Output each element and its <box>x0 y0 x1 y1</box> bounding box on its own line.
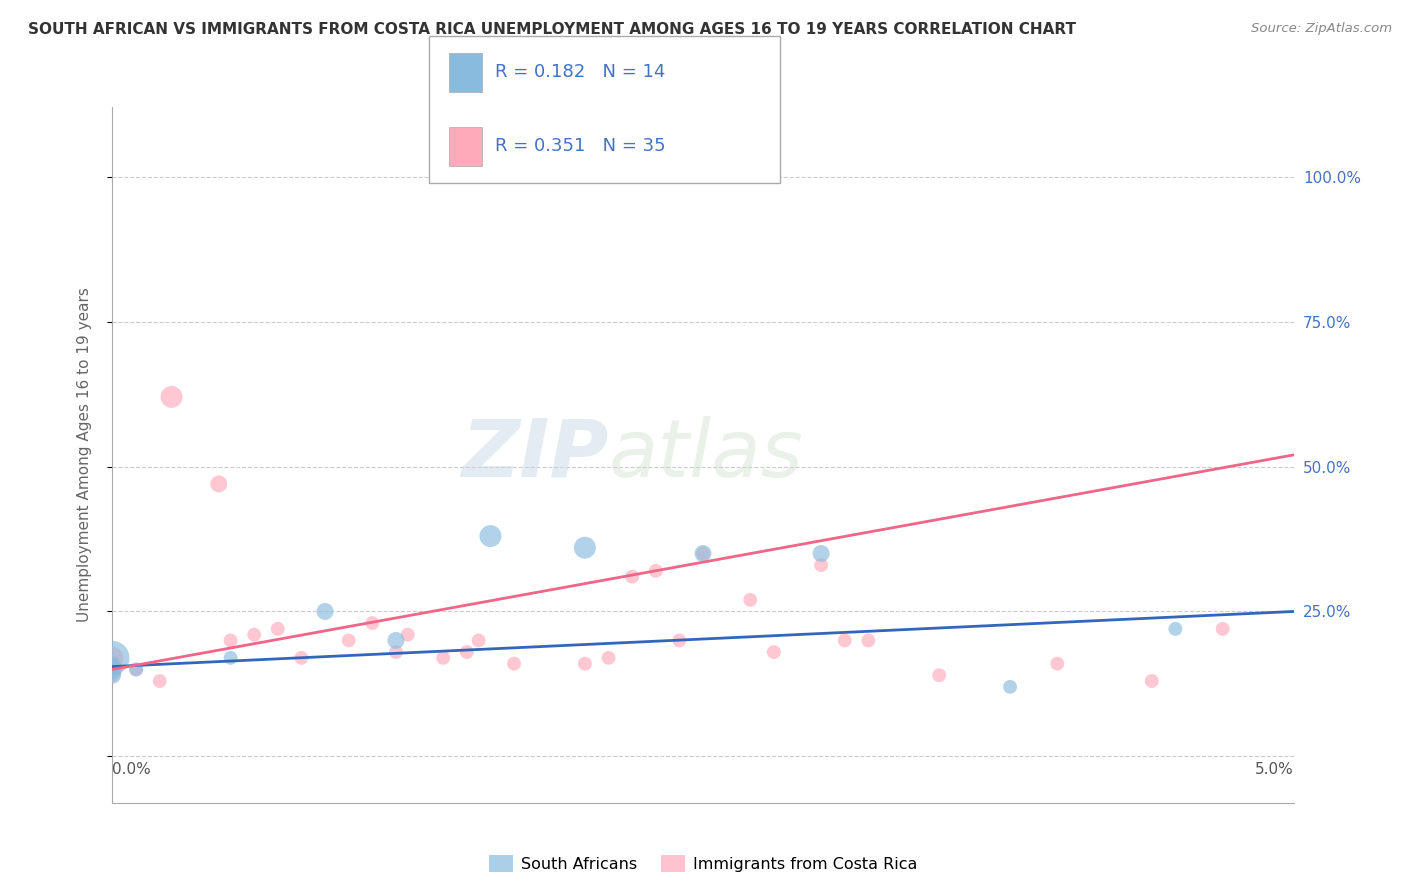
Point <box>125 662 148 676</box>
Point <box>314 605 336 619</box>
Y-axis label: Unemployment Among Ages 16 to 19 years: Unemployment Among Ages 16 to 19 years <box>77 287 91 623</box>
Point <box>101 662 124 676</box>
Point <box>267 622 290 636</box>
Point <box>479 529 502 543</box>
Point <box>467 633 489 648</box>
Point <box>101 651 124 665</box>
Point <box>810 546 832 561</box>
Point <box>740 592 762 607</box>
Point <box>621 570 644 584</box>
Point <box>1164 622 1187 636</box>
Point <box>101 668 124 682</box>
Point <box>598 651 620 665</box>
Point <box>219 651 242 665</box>
Point <box>1046 657 1069 671</box>
Point <box>101 668 124 682</box>
Point <box>810 558 832 573</box>
Text: R = 0.182   N = 14: R = 0.182 N = 14 <box>495 63 665 81</box>
Point <box>503 657 526 671</box>
Point <box>998 680 1021 694</box>
Text: atlas: atlas <box>609 416 803 494</box>
Point <box>432 651 454 665</box>
Point <box>219 633 242 648</box>
Point <box>396 628 419 642</box>
Text: SOUTH AFRICAN VS IMMIGRANTS FROM COSTA RICA UNEMPLOYMENT AMONG AGES 16 TO 19 YEA: SOUTH AFRICAN VS IMMIGRANTS FROM COSTA R… <box>28 22 1076 37</box>
Point <box>337 633 360 648</box>
Point <box>290 651 312 665</box>
Point <box>644 564 666 578</box>
Point <box>928 668 950 682</box>
Point <box>101 657 124 671</box>
Point <box>762 645 785 659</box>
Point <box>1212 622 1234 636</box>
Text: 5.0%: 5.0% <box>1254 762 1294 777</box>
Point <box>101 662 124 676</box>
Point <box>692 546 714 561</box>
Text: 0.0%: 0.0% <box>112 762 152 777</box>
Point <box>834 633 856 648</box>
Point <box>692 546 714 561</box>
Point <box>208 476 231 491</box>
Point <box>101 651 124 665</box>
Point <box>574 657 596 671</box>
Text: ZIP: ZIP <box>461 416 609 494</box>
Text: Source: ZipAtlas.com: Source: ZipAtlas.com <box>1251 22 1392 36</box>
Point <box>361 615 384 630</box>
Point <box>456 645 478 659</box>
Point <box>574 541 596 555</box>
Point <box>243 628 266 642</box>
Legend: South Africans, Immigrants from Costa Rica: South Africans, Immigrants from Costa Ri… <box>482 849 924 879</box>
Point <box>160 390 183 404</box>
Point <box>385 645 408 659</box>
Point <box>125 662 148 676</box>
Point <box>858 633 880 648</box>
Point <box>385 633 408 648</box>
Point <box>149 674 172 689</box>
Point <box>101 657 124 671</box>
Point <box>1140 674 1163 689</box>
Text: R = 0.351   N = 35: R = 0.351 N = 35 <box>495 137 665 155</box>
Point <box>668 633 690 648</box>
